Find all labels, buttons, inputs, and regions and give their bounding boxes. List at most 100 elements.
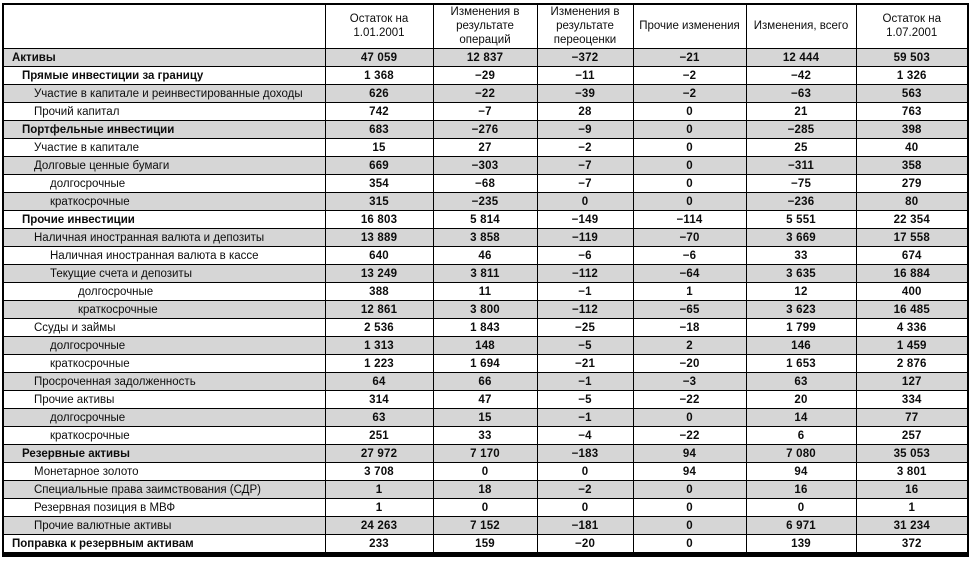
cell-value: 3 669	[745, 228, 857, 248]
cell-value: 0	[745, 498, 857, 518]
cell-value: 1	[632, 282, 747, 302]
row-label: Прочие валютные активы	[2, 516, 326, 536]
cell-value: 4 336	[855, 318, 969, 338]
cell-value: −5	[536, 390, 634, 410]
row-label: Наличная иностранная валюта в кассе	[2, 246, 326, 266]
cell-value: −22	[632, 426, 747, 446]
cell-value: −21	[536, 354, 634, 374]
cell-value: 0	[632, 174, 747, 194]
cell-value: 94	[632, 444, 747, 464]
cell-value: −112	[536, 300, 634, 320]
cell-value: 21	[745, 102, 857, 122]
row-label: Прочий капитал	[2, 102, 326, 122]
cell-value: −22	[632, 390, 747, 410]
cell-value: 742	[324, 102, 434, 122]
cell-value: 12 444	[745, 48, 857, 68]
cell-value: −4	[536, 426, 634, 446]
column-header-balance-start: Остаток на 1.01.2001	[324, 3, 434, 50]
cell-value: 31 234	[855, 516, 969, 536]
cell-value: 400	[855, 282, 969, 302]
cell-value: 25	[745, 138, 857, 158]
cell-value: −64	[632, 264, 747, 284]
row-label: краткосрочные	[2, 426, 326, 446]
cell-value: 3 858	[432, 228, 538, 248]
cell-value: 77	[855, 408, 969, 428]
row-label: Участие в капитале и реинвестированные д…	[2, 84, 326, 104]
cell-value: 334	[855, 390, 969, 410]
cell-value: 3 811	[432, 264, 538, 284]
cell-value: 139	[745, 534, 857, 556]
row-label: Поправка к резервным активам	[2, 534, 326, 556]
cell-value: 6 971	[745, 516, 857, 536]
cell-value: −7	[536, 156, 634, 176]
table-row: долгосрочные 354 −68 −7 0 −75 279	[2, 174, 969, 194]
cell-value: −25	[536, 318, 634, 338]
cell-value: 16	[745, 480, 857, 500]
table-row: Монетарное золото 3 708 0 0 94 94 3 801	[2, 462, 969, 482]
column-header-other-changes: Прочие изменения	[632, 3, 747, 50]
cell-value: 669	[324, 156, 434, 176]
row-label: краткосрочные	[2, 354, 326, 374]
cell-value: 1 368	[324, 66, 434, 86]
table-row: Резервная позиция в МВФ 1 0 0 0 0 1	[2, 498, 969, 518]
cell-value: −149	[536, 210, 634, 230]
row-label: Активы	[2, 48, 326, 68]
header-row: Остаток на 1.01.2001 Изменения в результ…	[2, 3, 969, 50]
cell-value: −119	[536, 228, 634, 248]
cell-value: 94	[745, 462, 857, 482]
table-row: Ссуды и займы 2 536 1 843 −25 −18 1 799 4 336	[2, 318, 969, 338]
cell-value: 3 801	[855, 462, 969, 482]
cell-value: 763	[855, 102, 969, 122]
cell-value: −2	[536, 480, 634, 500]
cell-value: 33	[745, 246, 857, 266]
cell-value: −303	[432, 156, 538, 176]
table-row: Прочие активы 314 47 −5 −22 20 334	[2, 390, 969, 410]
row-label: Ссуды и займы	[2, 318, 326, 338]
table-row: Наличная иностранная валюта и депозиты 13…	[2, 228, 969, 248]
cell-value: −5	[536, 336, 634, 356]
cell-value: 0	[632, 156, 747, 176]
row-label: Текущие счета и депозиты	[2, 264, 326, 284]
cell-value: 3 623	[745, 300, 857, 320]
cell-value: 24 263	[324, 516, 434, 536]
cell-value: 372	[855, 534, 969, 556]
cell-value: −11	[536, 66, 634, 86]
cell-value: 1 459	[855, 336, 969, 356]
cell-value: 640	[324, 246, 434, 266]
cell-value: 314	[324, 390, 434, 410]
cell-value: −20	[536, 534, 634, 556]
table-row: краткосрочные 251 33 −4 −22 6 257	[2, 426, 969, 446]
cell-value: 1 843	[432, 318, 538, 338]
table-row: Портфельные инвестиции 683 −276 −9 0 −285 398	[2, 120, 969, 140]
cell-value: 0	[632, 120, 747, 140]
cell-value: −2	[632, 66, 747, 86]
cell-value: 15	[432, 408, 538, 428]
row-label: долгосрочные	[2, 408, 326, 428]
cell-value: 159	[432, 534, 538, 556]
table-row: долгосрочные 63 15 −1 0 14 77	[2, 408, 969, 428]
cell-value: 146	[745, 336, 857, 356]
table-row: долгосрочные 388 11 −1 1 12 400	[2, 282, 969, 302]
cell-value: 1	[855, 498, 969, 518]
cell-value: 1 653	[745, 354, 857, 374]
cell-value: 14	[745, 408, 857, 428]
cell-value: 3 800	[432, 300, 538, 320]
column-header-changes-revaluation: Изменения в результате переоценки	[536, 3, 634, 50]
cell-value: 7 152	[432, 516, 538, 536]
table-row: Прочие инвестиции 16 803 5 814 −149 −114 5 55…	[2, 210, 969, 230]
table-row: Текущие счета и депозиты 13 249 3 811 −112−…	[2, 264, 969, 284]
table-row: Прочие валютные активы 24 263 7 152 −181 0 6 …	[2, 516, 969, 536]
cell-value: −6	[632, 246, 747, 266]
cell-value: 46	[432, 246, 538, 266]
cell-value: −70	[632, 228, 747, 248]
cell-value: 563	[855, 84, 969, 104]
cell-value: 47 059	[324, 48, 434, 68]
cell-value: −183	[536, 444, 634, 464]
cell-value: −181	[536, 516, 634, 536]
cell-value: −372	[536, 48, 634, 68]
row-label: Прочие активы	[2, 390, 326, 410]
table-row: Участие в капитале и реинвестированные д…	[2, 84, 969, 104]
cell-value: −276	[432, 120, 538, 140]
cell-value: −1	[536, 372, 634, 392]
cell-value: 16 884	[855, 264, 969, 284]
